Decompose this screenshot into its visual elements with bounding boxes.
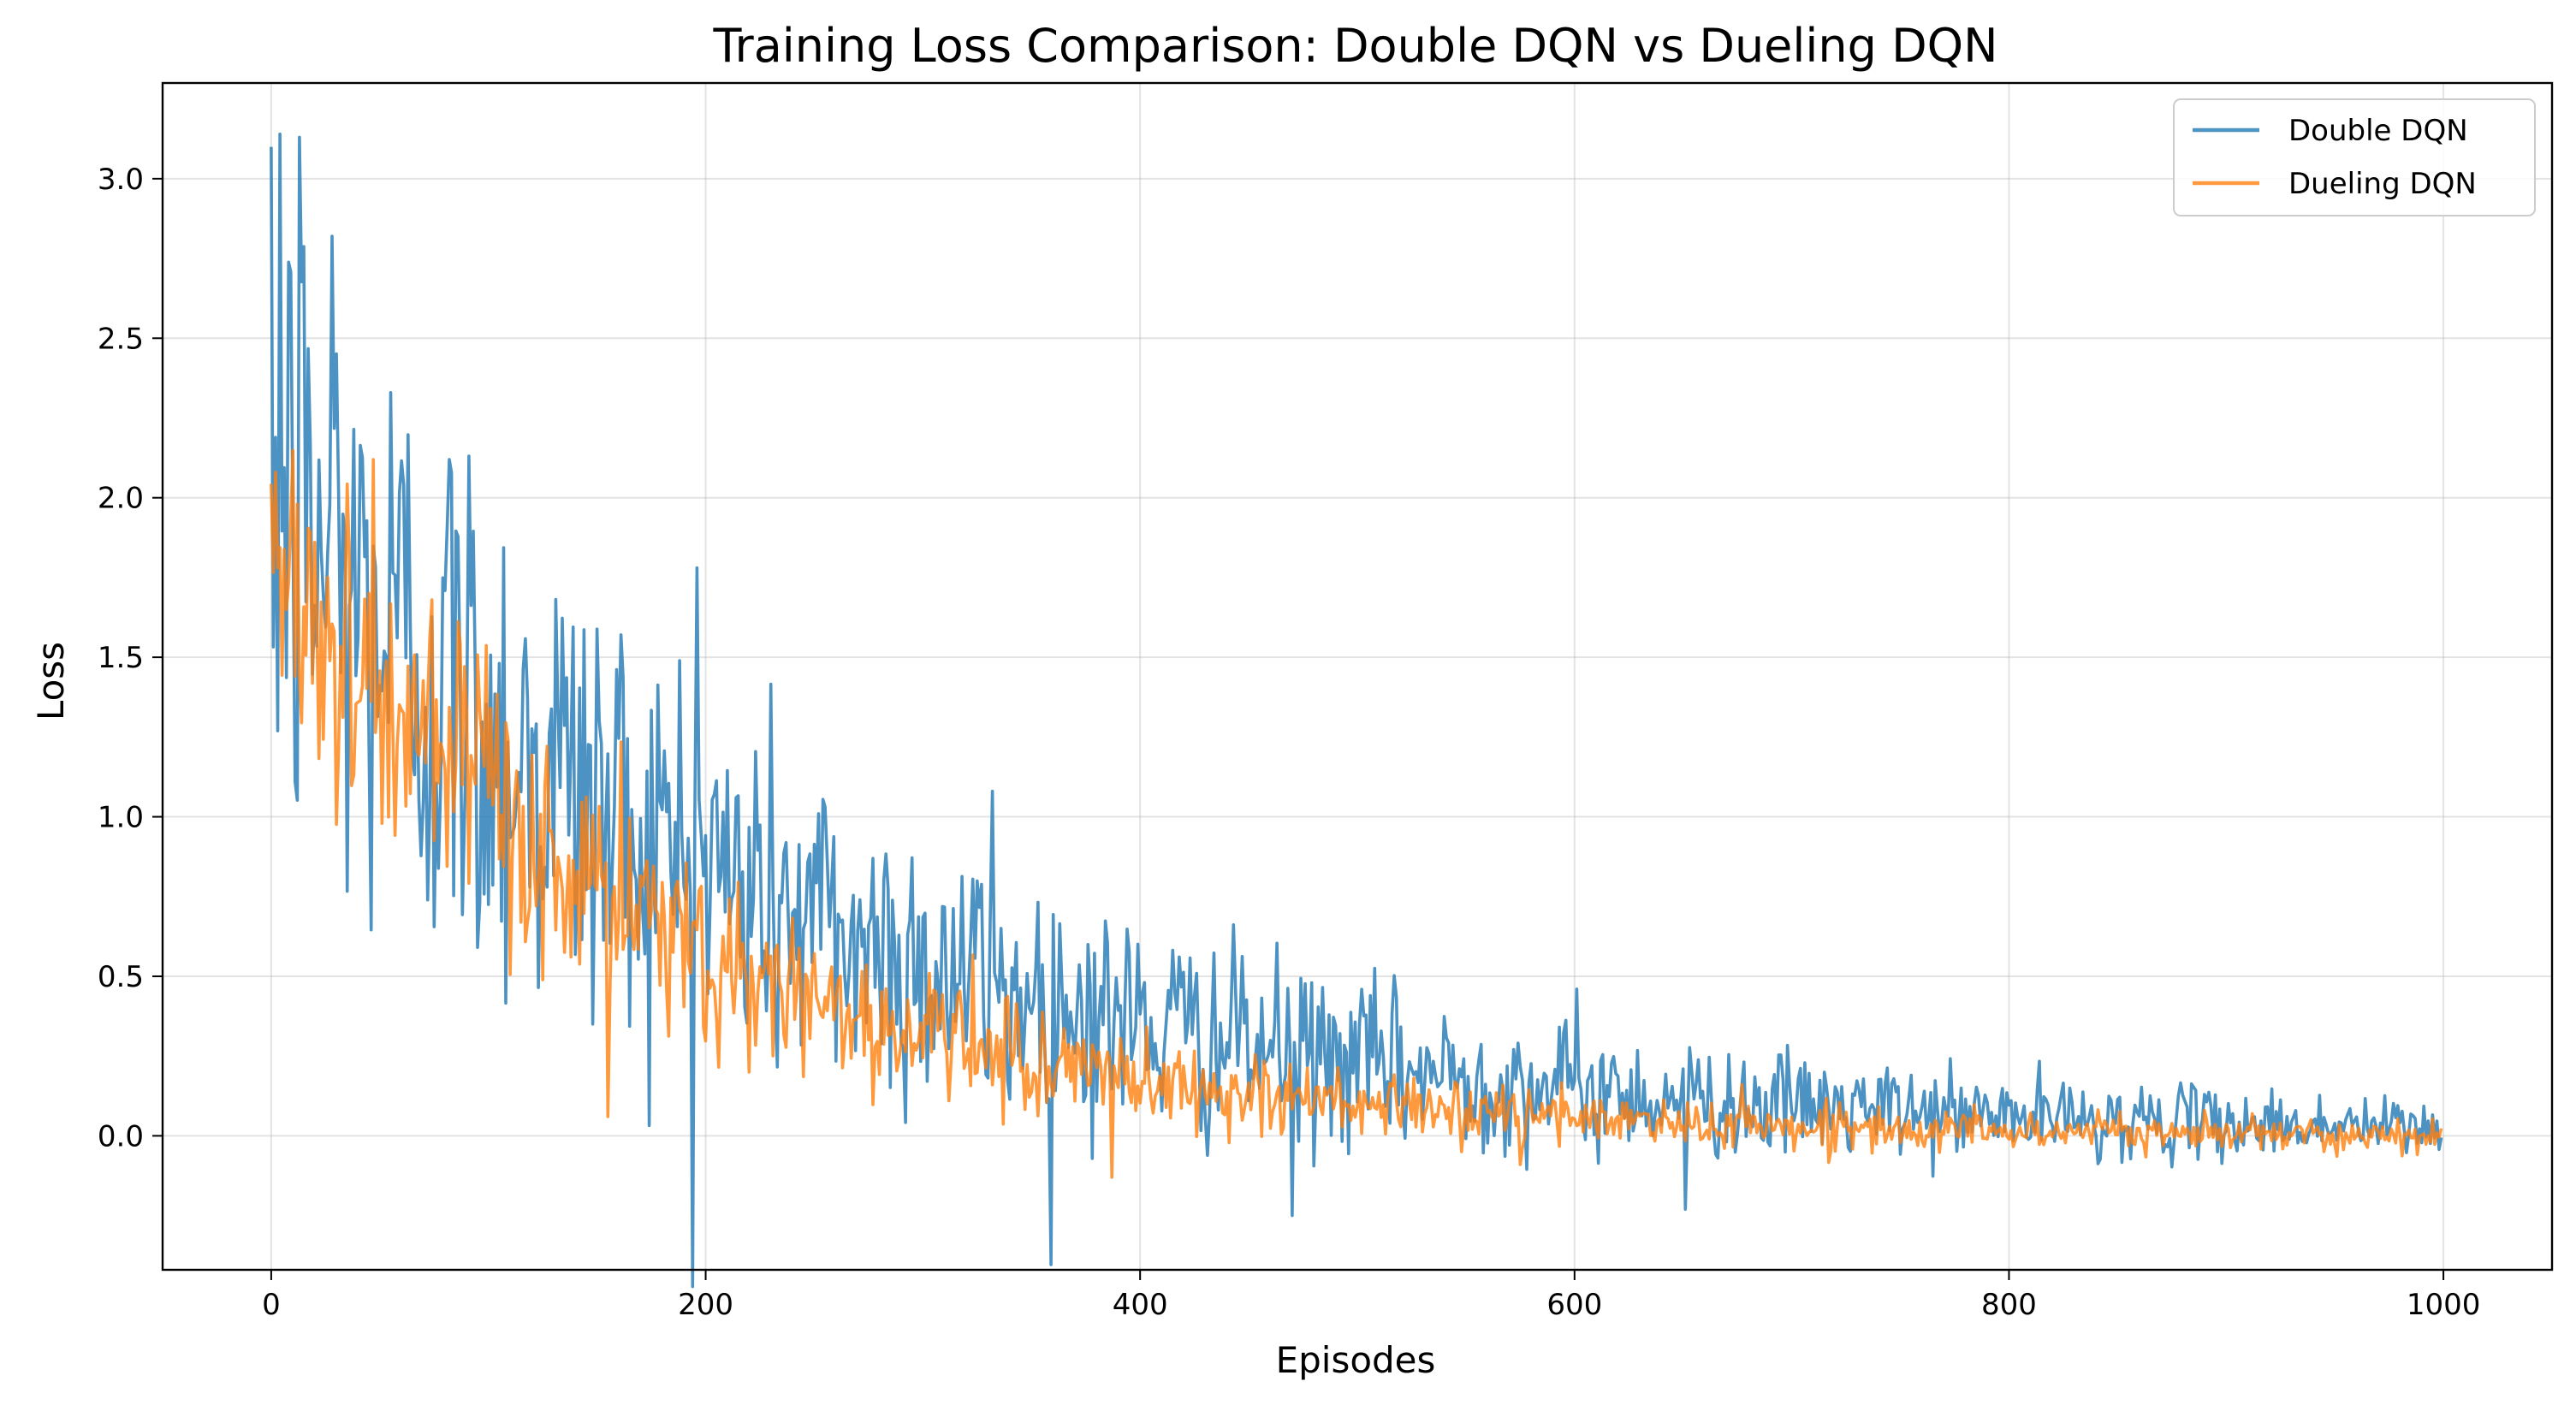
y-tick-label: 2.0 <box>98 482 144 516</box>
y-tick-label: 1.0 <box>98 801 144 835</box>
series-line-dueling-dqn <box>270 448 2443 1179</box>
plot-frame <box>161 81 2554 1272</box>
y-tick-label: 0.5 <box>98 960 144 994</box>
y-tick-label: 1.5 <box>98 641 144 675</box>
series-layer <box>270 132 2443 1289</box>
x-tick-label: 400 <box>1113 1288 1168 1322</box>
y-axis-label: Loss <box>30 642 72 720</box>
y-tick-label: 0.0 <box>98 1119 144 1153</box>
x-axis: 0 200 400 600 800 1000 <box>262 1270 2480 1322</box>
y-tick-label: 2.5 <box>98 322 144 356</box>
x-axis-label: Episodes <box>1276 1339 1436 1381</box>
y-tick-label: 3.0 <box>98 163 144 197</box>
x-tick-label: 0 <box>262 1288 281 1322</box>
legend: Double DQN Dueling DQN <box>2173 98 2536 216</box>
y-axis: 0.0 0.5 1.0 1.5 2.0 2.5 3.0 <box>98 163 163 1153</box>
x-tick-label: 600 <box>1546 1288 1602 1322</box>
x-tick-label: 200 <box>678 1288 733 1322</box>
legend-box <box>2173 98 2536 216</box>
x-tick-label: 800 <box>1981 1288 2037 1322</box>
legend-label-double-dqn: Double DQN <box>2288 114 2468 148</box>
x-tick-label: 1000 <box>2407 1288 2481 1322</box>
chart-title: Training Loss Comparison: Double DQN vs … <box>712 19 1997 73</box>
grid-lines <box>163 83 2552 1270</box>
legend-label-dueling-dqn: Dueling DQN <box>2288 167 2477 201</box>
